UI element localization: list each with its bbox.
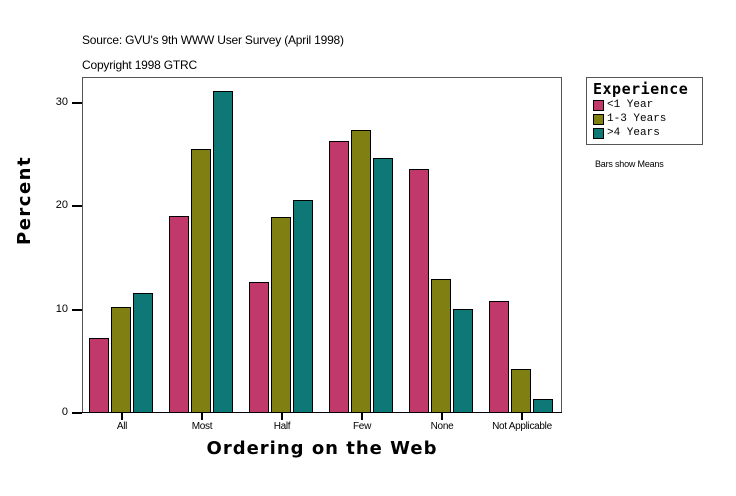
x-tick-mark: [201, 413, 203, 420]
x-category-label: Not Applicable: [492, 421, 552, 432]
y-tick-mark: [72, 308, 82, 311]
bar: [133, 293, 153, 413]
legend-swatch-1-3-years: [593, 113, 604, 125]
bar: [213, 91, 233, 413]
x-category-label: Half: [273, 421, 291, 432]
bar: [489, 301, 509, 413]
bar: [453, 309, 473, 413]
bar: [293, 200, 313, 413]
x-axis-label: Ordering on the Web: [206, 438, 438, 459]
legend-swatch-lt1-year: [593, 99, 604, 111]
bar: [89, 338, 109, 413]
plot-area: [82, 77, 562, 413]
legend-label: >4 Years: [607, 127, 660, 139]
bar: [249, 282, 269, 413]
legend-label: <1 Year: [607, 99, 654, 111]
source-caption: Source: GVU's 9th WWW User Survey (April…: [82, 33, 344, 47]
x-tick-mark: [361, 413, 363, 420]
legend-item-1-3-years: 1-3 Years: [593, 112, 666, 126]
bar: [431, 279, 451, 413]
bar: [373, 158, 393, 413]
x-tick-mark: [521, 413, 523, 420]
bars-show-means-note: Bars show Means: [595, 159, 664, 169]
y-tick-mark: [72, 102, 82, 105]
x-category-label: Most: [191, 421, 213, 432]
bar: [111, 307, 131, 413]
legend: Experience <1 Year 1-3 Years >4 Years: [586, 77, 703, 145]
y-tick-label: 20: [55, 199, 68, 212]
legend-title: Experience: [593, 80, 689, 98]
bar: [169, 216, 189, 413]
y-tick-mark: [72, 412, 82, 414]
bar: [351, 130, 371, 413]
x-category-label: All: [116, 421, 128, 432]
bar: [533, 399, 553, 413]
y-tick-mark: [72, 205, 82, 208]
copyright-caption: Copyright 1998 GTRC: [82, 58, 197, 72]
x-category-label: Few: [353, 421, 371, 432]
legend-item-lt1-year: <1 Year: [593, 98, 653, 112]
bar: [511, 369, 531, 413]
x-tick-mark: [281, 413, 283, 420]
legend-swatch-gt4-years: [593, 127, 604, 139]
bar: [329, 141, 349, 413]
legend-item-gt4-years: >4 Years: [593, 126, 660, 140]
y-axis-label: Percent: [14, 155, 35, 245]
y-tick-label: 10: [55, 302, 68, 315]
x-tick-mark: [121, 413, 123, 420]
y-tick-label: 0: [61, 406, 68, 418]
x-tick-mark: [441, 413, 443, 420]
y-tick-label: 30: [55, 96, 68, 109]
x-axis-line: [82, 412, 562, 413]
x-category-label: None: [430, 421, 454, 432]
legend-label: 1-3 Years: [607, 113, 667, 125]
bar: [271, 217, 291, 413]
bar: [409, 169, 429, 413]
bar: [191, 149, 211, 413]
